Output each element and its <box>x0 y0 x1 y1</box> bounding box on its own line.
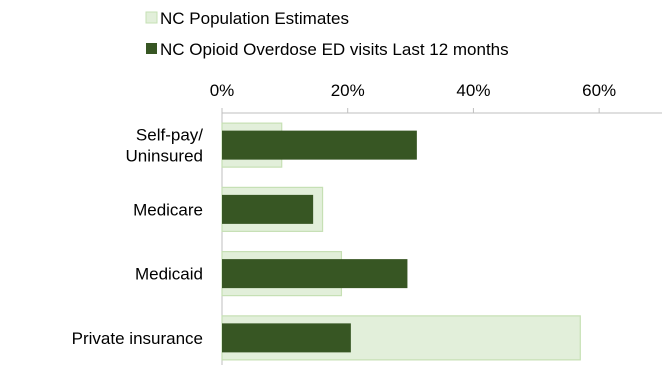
y-axis: Self-pay/Uninsured Medicare Medicaid Privat… <box>72 113 223 365</box>
x-tick-label: 20% <box>331 81 365 100</box>
category-label: Medicaid <box>135 265 203 284</box>
x-tick-label: 0% <box>210 81 235 100</box>
bar-opioid-ed-visits <box>222 194 314 224</box>
x-tick-label: 40% <box>456 81 490 100</box>
bar-opioid-ed-visits <box>222 130 417 160</box>
category-label: Private insurance <box>72 329 203 348</box>
x-axis: 0% 20% 40% 60% <box>210 81 662 114</box>
bar-opioid-ed-visits <box>222 323 351 353</box>
legend-label-2: NC Opioid Overdose ED visits Last 12 mon… <box>160 40 509 59</box>
category-label: Self-pay/Uninsured <box>126 126 204 166</box>
bars <box>221 122 581 361</box>
legend-swatch-1 <box>145 11 158 24</box>
legend-label-1: NC Population Estimates <box>160 9 349 28</box>
legend: NC Population Estimates NC Opioid Overdos… <box>145 9 509 59</box>
category-label: Medicare <box>133 200 203 219</box>
x-tick-label: 60% <box>582 81 616 100</box>
bar-opioid-ed-visits <box>222 259 408 289</box>
legend-swatch-2 <box>146 43 157 54</box>
